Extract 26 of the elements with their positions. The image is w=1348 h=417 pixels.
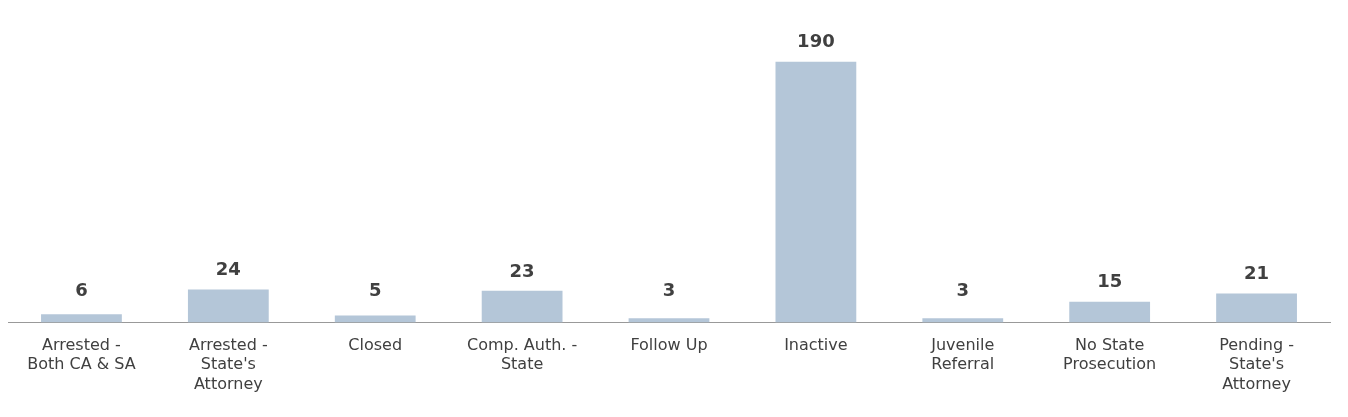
bar (481, 290, 563, 323)
bar (1069, 301, 1151, 323)
x-tick-label: Arrested - Both CA & SA (27, 335, 136, 374)
bar (187, 289, 269, 323)
data-label: 6 (75, 279, 88, 301)
x-tick-label: Comp. Auth. - State (466, 335, 578, 374)
x-tick-label: Inactive (784, 335, 848, 355)
data-label: 24 (215, 258, 241, 280)
data-label: 23 (509, 259, 535, 281)
bar (628, 318, 710, 323)
x-tick-label: Closed (348, 335, 403, 355)
data-label: 21 (1244, 262, 1270, 284)
x-tick-label: Follow Up (630, 335, 708, 355)
x-tick-label: Juvenile Referral (930, 335, 995, 374)
data-label: 3 (956, 279, 970, 301)
bar (922, 318, 1004, 323)
bar (41, 314, 122, 323)
bar (1216, 293, 1297, 323)
data-label: 5 (368, 279, 382, 301)
data-label: 3 (662, 279, 676, 301)
data-label: 190 (797, 30, 835, 52)
data-label: 15 (1097, 270, 1123, 292)
x-tick-label: No State Prosecution (1063, 335, 1157, 374)
bar (775, 61, 857, 323)
x-tick-label: Arrested - State's Attorney (188, 335, 268, 393)
x-tick-label: Pending - State's Attorney (1219, 335, 1294, 393)
